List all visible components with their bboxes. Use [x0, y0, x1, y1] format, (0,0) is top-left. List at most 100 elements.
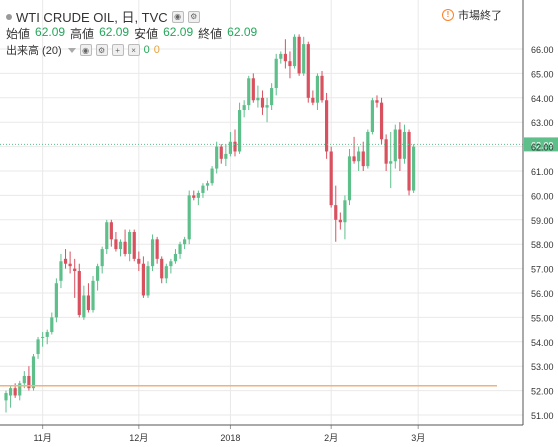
- candle-body: [219, 146, 223, 159]
- high-label: 高値: [70, 27, 95, 41]
- candle-body: [251, 78, 255, 101]
- candles-group: [4, 34, 416, 413]
- candle-body: [384, 139, 388, 164]
- candle-body: [334, 205, 338, 220]
- candle-body: [63, 258, 68, 264]
- settings-icon[interactable]: ⚙: [95, 44, 108, 56]
- candle-body: [292, 36, 297, 67]
- candle-body: [27, 375, 31, 389]
- legend-title-row: WTI CRUDE OIL, 日, TVC ◉ ⚙: [6, 7, 200, 26]
- candle-body: [224, 153, 228, 159]
- candle-body: [215, 146, 219, 169]
- y-tick-label: 63.00: [531, 118, 554, 128]
- candle-body: [150, 239, 155, 267]
- candle-body: [8, 388, 13, 396]
- candle-body: [155, 239, 159, 259]
- candle-body: [256, 97, 260, 101]
- candle-body: [22, 375, 26, 384]
- candle-body: [205, 183, 210, 186]
- candle-body: [50, 317, 54, 333]
- candle-body: [283, 53, 287, 62]
- candle-body: [306, 44, 310, 98]
- candle-body: [183, 239, 187, 245]
- x-tick-label: 3月: [411, 433, 425, 443]
- x-tick-label: 2月: [324, 433, 338, 443]
- y-tick-label: 52.00: [531, 387, 554, 397]
- y-tick-label: 53.00: [531, 362, 554, 372]
- candle-body: [169, 261, 173, 267]
- candle-body: [59, 261, 63, 281]
- candle-body: [320, 75, 324, 101]
- market-status-text: 市場終了: [458, 10, 502, 22]
- price-axis[interactable]: 51.00 52.00 53.00 54.00 55.00 56.00 57.00 58.00…: [522, 0, 554, 425]
- open-label: 始値: [6, 27, 31, 41]
- candle-body: [297, 36, 301, 74]
- candle-body: [315, 75, 320, 103]
- y-tick-label: 55.00: [531, 313, 554, 323]
- candle-body: [260, 97, 265, 108]
- close-value: 62.09: [227, 25, 258, 39]
- y-tick-label: 56.00: [531, 289, 554, 299]
- y-tick-label: 62.00: [531, 143, 554, 153]
- close-label: 終値: [198, 27, 223, 41]
- low-label: 安値: [134, 27, 159, 41]
- candle-body: [361, 151, 365, 167]
- candle-body: [31, 356, 36, 389]
- open-value: 62.09: [35, 25, 66, 39]
- candle-body: [357, 151, 361, 162]
- candle-body: [265, 105, 269, 108]
- x-tick-label: 12月: [129, 433, 148, 443]
- candle-body: [375, 100, 379, 103]
- y-tick-label: 51.00: [531, 411, 554, 421]
- candle-body: [412, 146, 416, 191]
- legend-volume-row: 出来高 (20) ◉ ⚙ + × 0 0: [6, 42, 160, 58]
- candle-body: [347, 156, 352, 201]
- settings-icon[interactable]: ⚙: [187, 10, 200, 23]
- candle-body: [247, 78, 251, 106]
- chart-overlay: 62.09: [0, 137, 558, 387]
- time-axis[interactable]: 11月 12月 2018 2月 3月: [0, 424, 523, 443]
- candle-body: [242, 105, 246, 110]
- candle-body: [114, 239, 118, 250]
- candle-body: [288, 61, 292, 67]
- candle-body: [137, 258, 141, 264]
- add-icon[interactable]: +: [111, 44, 124, 56]
- eye-icon[interactable]: ◉: [79, 44, 92, 56]
- warning-icon: !: [442, 9, 454, 21]
- y-tick-label: 61.00: [531, 167, 554, 177]
- candle-body: [352, 156, 356, 162]
- candle-body: [187, 195, 191, 240]
- collapse-triangle-icon[interactable]: [67, 47, 76, 53]
- candle-body: [146, 266, 150, 296]
- market-status: ! 市場終了: [442, 7, 502, 23]
- candle-body: [68, 263, 72, 267]
- candle-body: [86, 295, 91, 311]
- eye-icon[interactable]: ◉: [171, 10, 184, 23]
- candle-body: [228, 141, 233, 154]
- y-tick-label: 66.00: [531, 45, 554, 55]
- candle-body: [178, 244, 182, 254]
- legend-ohlc-row: 始値 62.09 高値 62.09 安値 62.09 終値 62.09: [6, 25, 257, 42]
- candle-body: [132, 232, 136, 259]
- candle-body: [366, 131, 370, 167]
- candle-body: [109, 222, 113, 240]
- candle-body: [311, 97, 315, 103]
- series-dot-icon: [6, 13, 12, 20]
- close-icon[interactable]: ×: [127, 44, 140, 56]
- candle-body: [73, 268, 77, 272]
- candle-body: [274, 58, 278, 89]
- candle-body: [4, 393, 8, 401]
- candle-body: [164, 266, 168, 279]
- candle-body: [402, 131, 407, 159]
- candle-body: [196, 192, 200, 198]
- symbol-title: WTI CRUDE OIL, 日, TVC: [16, 10, 168, 25]
- y-tick-label: 54.00: [531, 338, 554, 348]
- y-tick-label: 58.00: [531, 240, 554, 250]
- y-tick-label: 59.00: [531, 216, 554, 226]
- candle-body: [160, 258, 164, 279]
- candle-body: [96, 266, 100, 281]
- candle-body: [123, 241, 127, 254]
- candle-body: [128, 232, 132, 254]
- candle-body: [338, 219, 342, 223]
